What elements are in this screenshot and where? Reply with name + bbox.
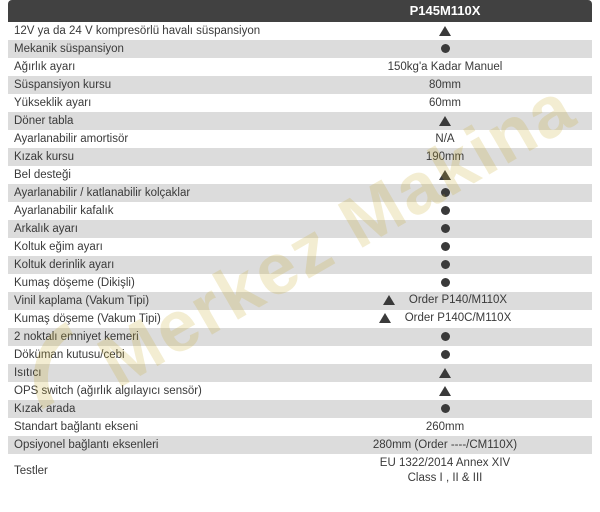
table-row: Kızak arada bbox=[8, 400, 592, 418]
row-value: 60mm bbox=[298, 97, 592, 109]
dot-icon bbox=[441, 224, 450, 233]
table-row: Koltuk eğim ayarı bbox=[8, 238, 592, 256]
table-row: Süspansiyon kursu80mm bbox=[8, 76, 592, 94]
table-row: Arkalık ayarı bbox=[8, 220, 592, 238]
table-row: OPS switch (ağırlık algılayıcı sensör) bbox=[8, 382, 592, 400]
row-value bbox=[298, 25, 592, 37]
table-row: TestlerEU 1322/2014 Annex XIVClass I , I… bbox=[8, 454, 592, 488]
table-row: Koltuk derinlik ayarı bbox=[8, 256, 592, 274]
row-value: EU 1322/2014 Annex XIVClass I , II & III bbox=[298, 456, 592, 486]
table-row: Isıtıcı bbox=[8, 364, 592, 382]
row-label: Kızak arada bbox=[8, 403, 298, 415]
row-label: Süspansiyon kursu bbox=[8, 79, 298, 91]
row-label: Testler bbox=[8, 465, 298, 477]
triangle-icon bbox=[379, 313, 391, 323]
row-value bbox=[298, 259, 592, 271]
row-value bbox=[298, 205, 592, 217]
table-row: Vinil kaplama (Vakum Tipi) Order P140/M11… bbox=[8, 292, 592, 310]
row-label: Yükseklik ayarı bbox=[8, 97, 298, 109]
row-label: OPS switch (ağırlık algılayıcı sensör) bbox=[8, 385, 298, 397]
header-label-col bbox=[8, 0, 298, 22]
row-value bbox=[298, 115, 592, 127]
table-row: Opsiyonel bağlantı eksenleri280mm (Order… bbox=[8, 436, 592, 454]
row-label: Kızak kursu bbox=[8, 151, 298, 163]
header-model: P145M110X bbox=[298, 0, 592, 22]
row-value: Order P140/M110X bbox=[298, 294, 592, 308]
dot-icon bbox=[441, 332, 450, 341]
dot-icon bbox=[441, 278, 450, 287]
row-label: Opsiyonel bağlantı eksenleri bbox=[8, 439, 298, 451]
table-row: 12V ya da 24 V kompresörlü havalı süspan… bbox=[8, 22, 592, 40]
row-label: Bel desteği bbox=[8, 169, 298, 181]
row-value bbox=[298, 241, 592, 253]
spec-table: P145M110X 12V ya da 24 V kompresörlü hav… bbox=[0, 0, 600, 488]
row-value bbox=[298, 331, 592, 343]
row-value-multiline: EU 1322/2014 Annex XIVClass I , II & III bbox=[298, 456, 592, 486]
row-label: Ağırlık ayarı bbox=[8, 61, 298, 73]
row-value-text: Order P140C/M110X bbox=[405, 312, 512, 324]
table-row: Ayarlanabilir kafalık bbox=[8, 202, 592, 220]
row-value: 80mm bbox=[298, 79, 592, 91]
dot-icon bbox=[441, 44, 450, 53]
dot-icon bbox=[441, 404, 450, 413]
triangle-icon bbox=[439, 116, 451, 126]
triangle-icon bbox=[439, 26, 451, 36]
table-row: Ayarlanabilir / katlanabilir kolçaklar bbox=[8, 184, 592, 202]
row-label: Kumaş döşeme (Dikişli) bbox=[8, 277, 298, 289]
row-value bbox=[298, 169, 592, 181]
row-value: 150kg'a Kadar Manuel bbox=[298, 61, 592, 73]
row-label: Standart bağlantı ekseni bbox=[8, 421, 298, 433]
table-header: P145M110X bbox=[8, 0, 592, 22]
table-row: Ağırlık ayarı150kg'a Kadar Manuel bbox=[8, 58, 592, 76]
dot-icon bbox=[441, 260, 450, 269]
row-label: Döküman kutusu/cebi bbox=[8, 349, 298, 361]
dot-icon bbox=[441, 242, 450, 251]
dot-icon bbox=[441, 188, 450, 197]
row-label: Arkalık ayarı bbox=[8, 223, 298, 235]
row-value: Order P140C/M110X bbox=[298, 312, 592, 326]
row-value bbox=[298, 349, 592, 361]
triangle-icon bbox=[439, 368, 451, 378]
row-label: 2 noktalı emniyet kemeri bbox=[8, 331, 298, 343]
table-row: Döküman kutusu/cebi bbox=[8, 346, 592, 364]
row-label: Kumaş döşeme (Vakum Tipi) bbox=[8, 313, 298, 325]
row-label: Mekanik süspansiyon bbox=[8, 43, 298, 55]
row-value: N/A bbox=[298, 133, 592, 145]
table-row: Döner tabla bbox=[8, 112, 592, 130]
table-row: Mekanik süspansiyon bbox=[8, 40, 592, 58]
row-value bbox=[298, 403, 592, 415]
row-value bbox=[298, 43, 592, 55]
row-label: Döner tabla bbox=[8, 115, 298, 127]
table-row: 2 noktalı emniyet kemeri bbox=[8, 328, 592, 346]
row-label: Ayarlanabilir / katlanabilir kolçaklar bbox=[8, 187, 298, 199]
row-value-text: Order P140/M110X bbox=[409, 294, 507, 306]
table-row: Kızak kursu190mm bbox=[8, 148, 592, 166]
row-value: 260mm bbox=[298, 421, 592, 433]
table-row: Ayarlanabilir amortisörN/A bbox=[8, 130, 592, 148]
table-row: Standart bağlantı ekseni260mm bbox=[8, 418, 592, 436]
triangle-icon bbox=[383, 295, 395, 305]
row-label: Koltuk eğim ayarı bbox=[8, 241, 298, 253]
table-row: Yükseklik ayarı60mm bbox=[8, 94, 592, 112]
dot-icon bbox=[441, 350, 450, 359]
row-value: 280mm (Order ----/CM110X) bbox=[298, 439, 592, 451]
row-value bbox=[298, 187, 592, 199]
dot-icon bbox=[441, 206, 450, 215]
table-row: Bel desteği bbox=[8, 166, 592, 184]
triangle-icon bbox=[439, 386, 451, 396]
triangle-icon bbox=[439, 170, 451, 180]
row-label: Ayarlanabilir amortisör bbox=[8, 133, 298, 145]
row-value bbox=[298, 367, 592, 379]
row-label: 12V ya da 24 V kompresörlü havalı süspan… bbox=[8, 25, 298, 37]
row-label: Ayarlanabilir kafalık bbox=[8, 205, 298, 217]
row-value bbox=[298, 385, 592, 397]
row-label: Isıtıcı bbox=[8, 367, 298, 379]
row-value: 190mm bbox=[298, 151, 592, 163]
row-label: Vinil kaplama (Vakum Tipi) bbox=[8, 295, 298, 307]
row-label: Koltuk derinlik ayarı bbox=[8, 259, 298, 271]
row-value bbox=[298, 277, 592, 289]
row-value bbox=[298, 223, 592, 235]
table-row: Kumaş döşeme (Dikişli) bbox=[8, 274, 592, 292]
table-row: Kumaş döşeme (Vakum Tipi) Order P140C/M11… bbox=[8, 310, 592, 328]
